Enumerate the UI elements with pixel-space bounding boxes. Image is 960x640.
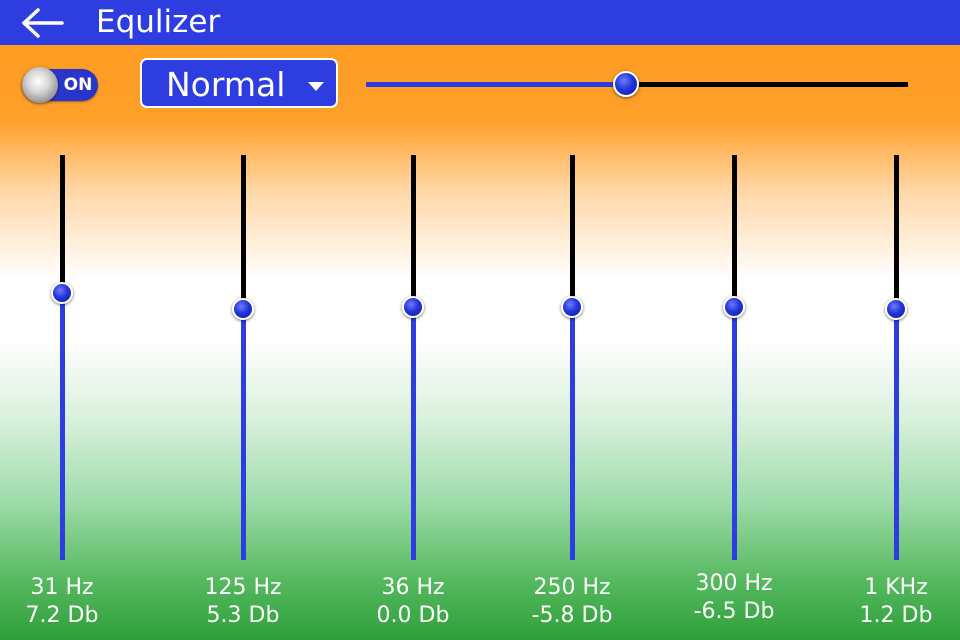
band-slider-thumb[interactable] bbox=[51, 282, 73, 304]
master-slider-rail bbox=[626, 82, 908, 87]
band-frequency-label: 300 Hz bbox=[695, 571, 773, 596]
toggle-label: ON bbox=[63, 75, 93, 95]
toggle-knob bbox=[22, 67, 58, 103]
band-slider-thumb[interactable] bbox=[561, 296, 583, 318]
band-gain-label: -5.8 Db bbox=[531, 603, 613, 628]
band-frequency-label: 31 Hz bbox=[30, 575, 94, 600]
band-track-fill bbox=[60, 293, 65, 560]
band-frequency-label: 36 Hz bbox=[381, 575, 445, 600]
preset-dropdown[interactable]: Normal bbox=[140, 58, 338, 108]
master-slider-thumb[interactable] bbox=[613, 71, 639, 97]
band-track-upper bbox=[411, 155, 416, 307]
band-gain-label: 7.2 Db bbox=[25, 603, 99, 628]
band-track-upper bbox=[241, 155, 246, 309]
app-bar: Equlizer bbox=[0, 0, 960, 45]
band-track-upper bbox=[894, 155, 899, 309]
eq-band[interactable]: 300 Hz -6.5 Db bbox=[694, 150, 774, 640]
caret-down-icon bbox=[308, 82, 324, 91]
band-frequency-label: 250 Hz bbox=[533, 575, 611, 600]
back-button[interactable] bbox=[18, 6, 68, 40]
band-track-upper bbox=[60, 155, 65, 293]
eq-band[interactable]: 125 Hz 5.3 Db bbox=[204, 150, 282, 640]
band-gain-label: 1.2 Db bbox=[859, 603, 933, 628]
band-frequency-label: 125 Hz bbox=[204, 575, 282, 600]
band-gain-label: 5.3 Db bbox=[206, 603, 280, 628]
band-slider-thumb[interactable] bbox=[723, 296, 745, 318]
master-slider-fill bbox=[366, 82, 626, 87]
page-title: Equlizer bbox=[96, 4, 221, 40]
band-frequency-label: 1 KHz bbox=[864, 575, 928, 600]
master-slider[interactable] bbox=[366, 70, 908, 100]
band-gain-label: -6.5 Db bbox=[693, 599, 775, 624]
band-track-fill bbox=[241, 309, 246, 560]
eq-band[interactable]: 1 KHz 1.2 Db bbox=[860, 150, 932, 640]
eq-band[interactable]: 36 Hz 0.0 Db bbox=[377, 150, 449, 640]
preset-value: Normal bbox=[166, 65, 286, 104]
power-toggle[interactable]: ON bbox=[22, 67, 98, 103]
band-track-upper bbox=[732, 155, 737, 307]
band-slider-thumb[interactable] bbox=[232, 298, 254, 320]
band-track-fill bbox=[894, 309, 899, 560]
band-slider-thumb[interactable] bbox=[402, 296, 424, 318]
band-track-fill bbox=[732, 307, 737, 560]
eq-band[interactable]: 31 Hz 7.2 Db bbox=[26, 150, 98, 640]
band-track-fill bbox=[411, 307, 416, 560]
band-slider-thumb[interactable] bbox=[885, 298, 907, 320]
band-track-fill bbox=[570, 307, 575, 560]
band-track-upper bbox=[570, 155, 575, 307]
band-gain-label: 0.0 Db bbox=[376, 603, 450, 628]
arrow-left-icon bbox=[22, 8, 64, 38]
eq-band[interactable]: 250 Hz -5.8 Db bbox=[532, 150, 612, 640]
